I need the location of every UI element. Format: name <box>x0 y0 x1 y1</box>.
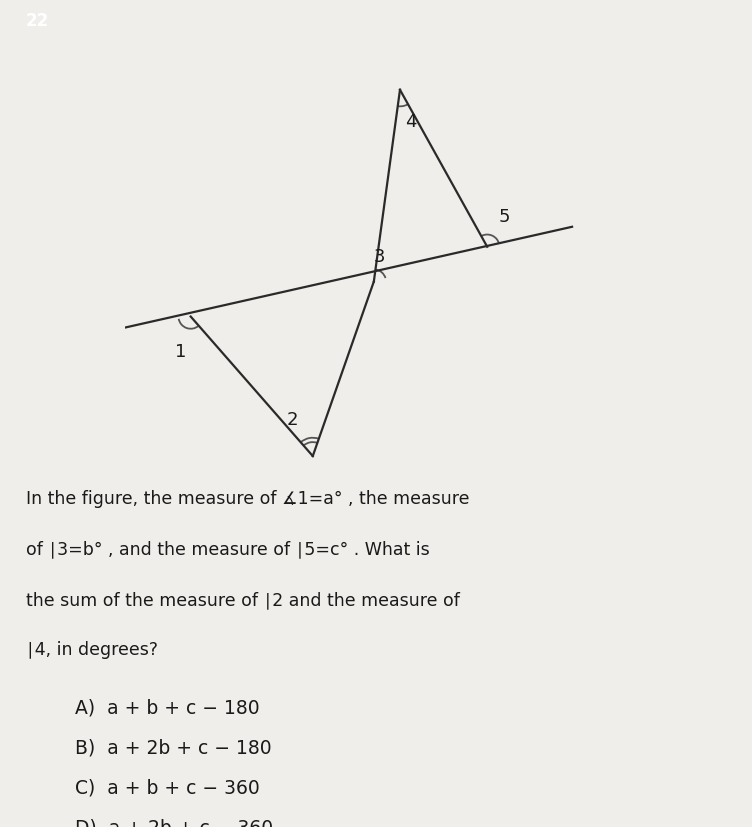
Text: A)  a + b + c − 180: A) a + b + c − 180 <box>75 699 260 718</box>
Text: 3: 3 <box>374 248 386 265</box>
Text: 2: 2 <box>287 411 299 428</box>
Text: 22: 22 <box>26 12 49 30</box>
Text: C)  a + b + c − 360: C) a + b + c − 360 <box>75 778 260 797</box>
Text: 1: 1 <box>175 343 186 361</box>
Text: D)  a + 2b + c − 360: D) a + 2b + c − 360 <box>75 819 273 827</box>
Text: In the figure, the measure of ∡1=a° , the measure: In the figure, the measure of ∡1=a° , th… <box>26 490 470 508</box>
Text: B)  a + 2b + c − 180: B) a + 2b + c − 180 <box>75 739 271 758</box>
Text: 5: 5 <box>499 208 511 226</box>
Text: ∣4, in degrees?: ∣4, in degrees? <box>26 641 159 659</box>
Text: 4: 4 <box>405 113 416 131</box>
Text: of ∣3=b° , and the measure of ∣5=c° . What is: of ∣3=b° , and the measure of ∣5=c° . Wh… <box>26 541 430 558</box>
Text: the sum of the measure of ∣2 and the measure of: the sum of the measure of ∣2 and the mea… <box>26 590 460 609</box>
